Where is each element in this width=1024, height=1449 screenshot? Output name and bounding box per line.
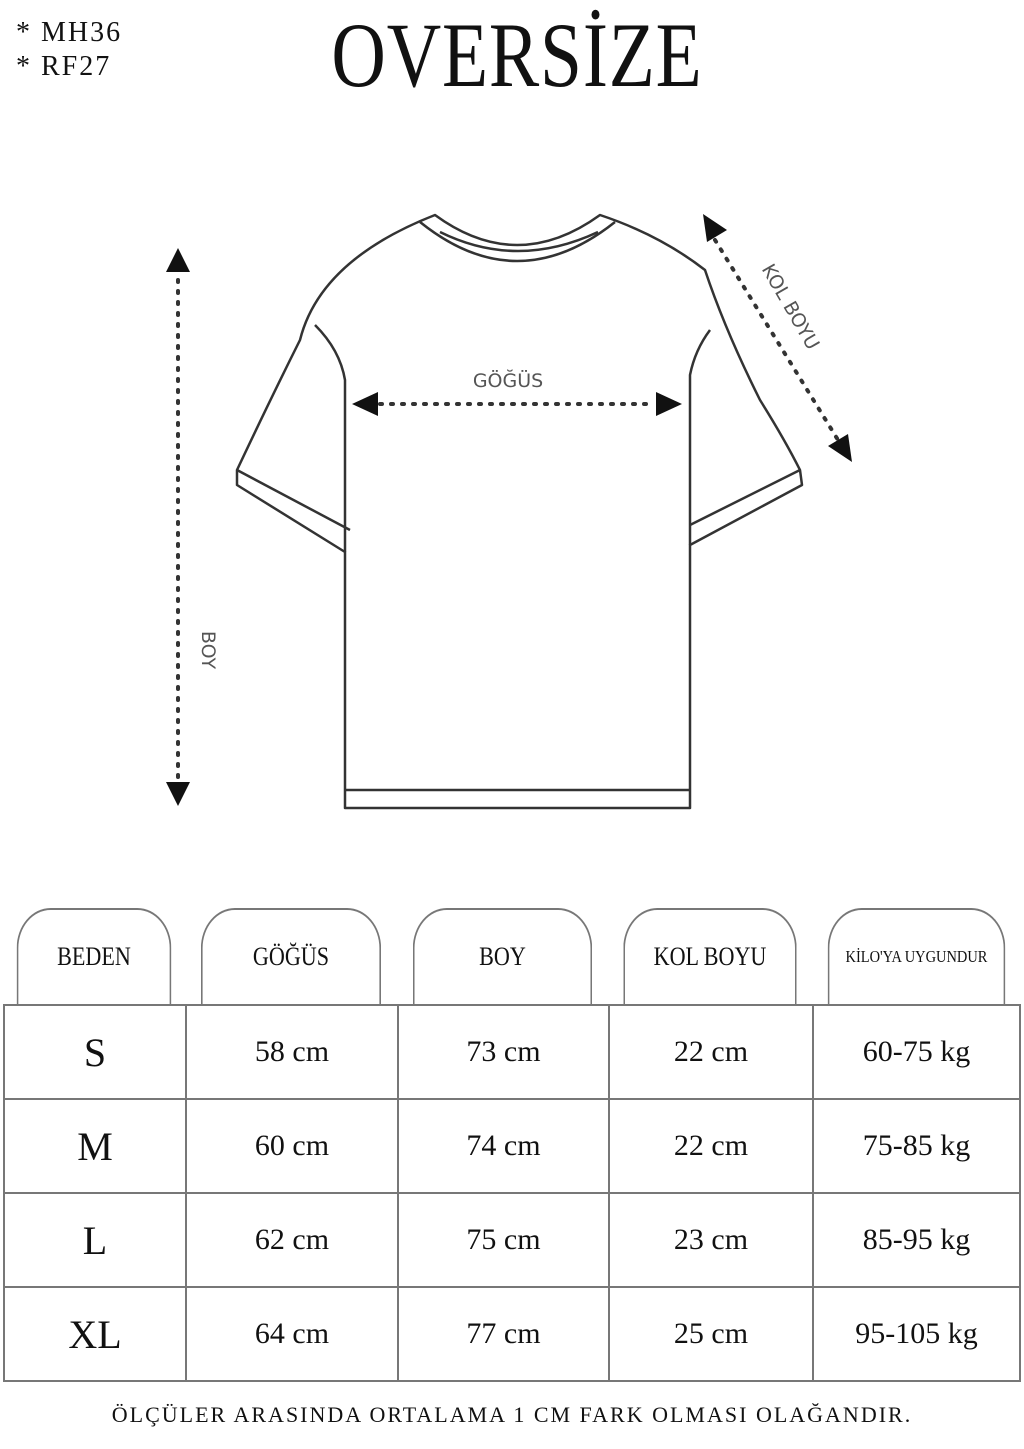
weight-cell: 85-95 kg [812,1194,1021,1286]
size-table: BEDEN GÖĞÜS BOY KOL BOYU KİLO'YA UYGUNDU… [3,908,1021,1382]
size-cell: M [3,1100,185,1192]
header-sleeve: KOL BOYU [623,908,797,1004]
table-row: S 58 cm 73 cm 22 cm 60-75 kg [3,1006,1021,1100]
weight-cell: 60-75 kg [812,1006,1021,1098]
arrow-up-icon [166,248,190,272]
sleeve-label: KOL BOYU [757,260,824,353]
product-code: * RF27 [16,51,112,82]
arrow-down-icon [166,782,190,806]
length-cell: 74 cm [397,1100,608,1192]
chest-cell: 58 cm [185,1006,397,1098]
product-code: * MH36 [16,17,123,48]
length-label: BOY [197,631,219,670]
sleeve-cell: 23 cm [608,1194,812,1286]
chest-cell: 62 cm [185,1194,397,1286]
product-codes: * MH36 * RF27 [16,16,122,84]
arrow-right-icon [656,392,682,416]
table-row: L 62 cm 75 cm 23 cm 85-95 kg [3,1194,1021,1288]
tshirt-outline [235,213,804,810]
table-row: XL 64 cm 77 cm 25 cm 95-105 kg [3,1288,1021,1382]
footer-note: ÖLÇÜLER ARASINDA ORTALAMA 1 CM FARK OLMA… [111,1402,913,1427]
weight-cell: 75-85 kg [812,1100,1021,1192]
length-cell: 75 cm [397,1194,608,1286]
header-weight: KİLO'YA UYGUNDUR [827,908,1006,1004]
size-cell: S [3,1006,185,1098]
arrow-up-left-icon [703,214,727,242]
arrow-left-icon [352,392,378,416]
arrowheads [166,214,852,806]
header-size: BEDEN [16,908,172,1004]
sleeve-cell: 25 cm [608,1288,812,1380]
sleeve-cell: 22 cm [608,1006,812,1098]
table-row: M 60 cm 74 cm 22 cm 75-85 kg [3,1100,1021,1194]
sleeve-cell: 22 cm [608,1100,812,1192]
chest-label: GÖĞÜS [473,368,543,392]
arrow-down-right-icon [828,434,852,462]
length-cell: 73 cm [397,1006,608,1098]
length-cell: 77 cm [397,1288,608,1380]
size-cell: L [3,1194,185,1286]
chest-cell: 60 cm [185,1100,397,1192]
size-cell: XL [3,1288,185,1380]
tshirt-diagram: GÖĞÜS BOY KOL BOYU [166,213,852,810]
header-chest: GÖĞÜS [200,908,382,1004]
chest-cell: 64 cm [185,1288,397,1380]
page-title: OVERSİZE [331,4,703,106]
header-length: BOY [412,908,593,1004]
weight-cell: 95-105 kg [812,1288,1021,1380]
table-header: BEDEN GÖĞÜS BOY KOL BOYU KİLO'YA UYGUNDU… [3,908,1021,1006]
